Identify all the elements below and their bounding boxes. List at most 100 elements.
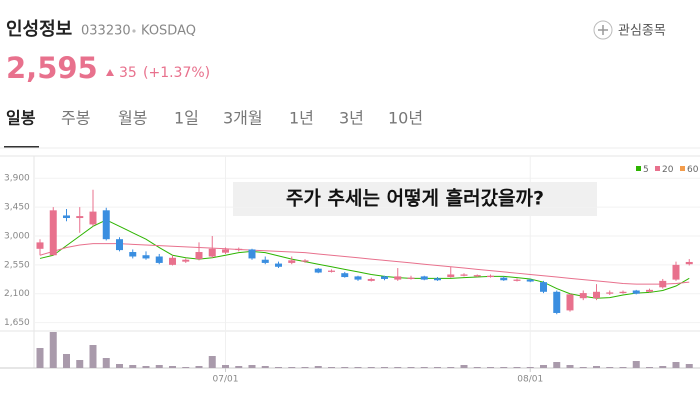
- candle-body: [460, 274, 468, 276]
- volume-bar: [367, 367, 375, 368]
- candle-body: [566, 294, 574, 311]
- volume-bar: [540, 365, 547, 368]
- volume-bar: [182, 367, 190, 368]
- tab[interactable]: 10년: [388, 109, 423, 128]
- candle-body: [76, 216, 84, 219]
- candle-body: [672, 264, 680, 280]
- watch-label[interactable]: 관심종목: [618, 24, 666, 39]
- candle-body: [407, 277, 415, 279]
- volume-bar: [473, 367, 481, 368]
- candle-body: [632, 290, 640, 294]
- volume-bar: [566, 365, 574, 368]
- legend-swatch: [655, 166, 660, 171]
- candle-body: [473, 275, 481, 277]
- watch-button[interactable]: 관심종목: [593, 20, 666, 40]
- tab[interactable]: 주봉: [61, 109, 90, 128]
- volume-bar: [195, 366, 203, 368]
- volume-bar: [447, 367, 455, 368]
- tab[interactable]: 3년: [339, 109, 364, 128]
- period-tabs: 일봉 주봉 월봉 1일 3개월 1년 3년 10년: [4, 109, 423, 148]
- tab-underline: [4, 146, 39, 148]
- volume-bar: [672, 362, 680, 368]
- tab[interactable]: 1년: [289, 109, 314, 128]
- y-tick-label: 2,100: [4, 289, 30, 299]
- volume-bar: [116, 364, 123, 368]
- volume-bar: [261, 366, 269, 368]
- candle-body: [447, 274, 455, 278]
- y-tick-label: 2,550: [4, 260, 30, 270]
- candle-body: [195, 252, 203, 260]
- candle-body: [381, 276, 388, 279]
- volume-bar: [381, 367, 388, 368]
- legend-swatch: [636, 166, 641, 171]
- volume-bar: [593, 366, 600, 368]
- stock-name: 인성정보: [6, 19, 72, 40]
- volume-bar: [526, 367, 534, 368]
- y-tick-label: 3,900: [4, 174, 30, 184]
- volume-bar: [222, 365, 229, 368]
- volume-bar: [288, 367, 296, 368]
- y-tick-label: 3,450: [4, 203, 30, 213]
- tab[interactable]: 일봉: [6, 109, 36, 128]
- volume-bar: [235, 366, 243, 368]
- annotation-box: [233, 182, 597, 216]
- volume-bar: [314, 366, 322, 368]
- volume-bar: [632, 361, 640, 368]
- legend-label: 5: [643, 165, 649, 175]
- market: KOSDAQ: [141, 24, 196, 39]
- current-price: 2,595: [6, 51, 98, 85]
- candle-body: [659, 280, 667, 288]
- volume-bar: [420, 367, 428, 368]
- moving-average-line: [39, 243, 690, 285]
- volume-bar: [579, 367, 587, 368]
- candle-body: [301, 260, 309, 262]
- x-tick-label: 07/01: [213, 375, 239, 385]
- candle-body: [619, 291, 627, 294]
- volume-bar: [685, 364, 693, 368]
- volume-bar: [208, 356, 216, 368]
- candle-body: [155, 256, 163, 263]
- stock-code: 033230: [81, 24, 131, 39]
- price-change-percent: (+1.37%): [143, 65, 210, 81]
- candle-body: [328, 270, 335, 272]
- y-tick-label: 3,000: [4, 231, 30, 241]
- legend-label: 60: [687, 165, 699, 175]
- x-tick-label: 08/01: [517, 375, 543, 385]
- volume-bar: [341, 367, 349, 368]
- watch-icon: [593, 20, 613, 40]
- candle-body: [49, 210, 57, 256]
- candle-body: [685, 261, 693, 265]
- candle-body: [526, 279, 534, 282]
- volume-bar: [49, 332, 57, 368]
- candle-body: [487, 275, 494, 278]
- candle-body: [182, 259, 190, 262]
- volume-bar: [619, 367, 627, 368]
- candle-body: [314, 268, 322, 273]
- volume-bar: [155, 365, 163, 368]
- candle-body: [420, 276, 428, 280]
- volume-bar: [553, 362, 561, 368]
- candle-body: [142, 255, 150, 259]
- candle-body: [248, 249, 256, 259]
- tab[interactable]: 1일: [174, 109, 199, 128]
- candle-body: [606, 292, 614, 294]
- candle-body: [261, 259, 269, 263]
- volume-bar: [394, 367, 402, 368]
- candle-body: [500, 277, 508, 281]
- tab[interactable]: 월봉: [118, 109, 147, 128]
- candle-body: [394, 276, 402, 280]
- volume-bar: [513, 367, 521, 368]
- candle-body: [341, 273, 349, 278]
- volume-bar: [487, 367, 494, 368]
- volume-bar: [301, 367, 309, 368]
- tab[interactable]: 3개월: [223, 109, 263, 128]
- candle-body: [116, 239, 123, 251]
- volume-bar: [354, 367, 362, 368]
- candle-body: [646, 289, 653, 292]
- candle-body: [63, 215, 70, 219]
- candle-body: [434, 278, 441, 281]
- volume-bar: [89, 345, 97, 368]
